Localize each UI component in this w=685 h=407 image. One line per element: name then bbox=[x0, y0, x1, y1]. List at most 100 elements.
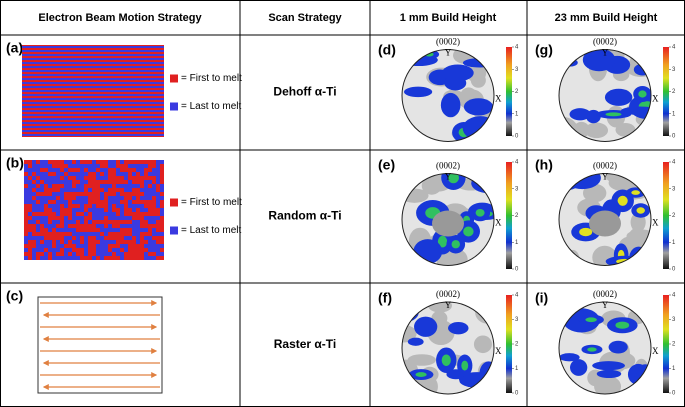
melt-cell bbox=[116, 196, 120, 200]
melt-cell bbox=[136, 244, 140, 248]
plane-label: (0002) bbox=[436, 289, 460, 299]
melt-cell bbox=[160, 252, 164, 256]
melt-cell bbox=[96, 216, 100, 220]
melt-cell bbox=[32, 232, 36, 236]
melt-cell bbox=[144, 180, 148, 184]
melt-cell bbox=[120, 164, 124, 168]
melt-cell bbox=[112, 184, 116, 188]
melt-cell bbox=[60, 228, 64, 232]
melt-cell bbox=[84, 256, 88, 260]
melt-cell bbox=[76, 236, 80, 240]
melt-cell bbox=[92, 168, 96, 172]
melt-cell bbox=[136, 172, 140, 176]
melt-cell bbox=[64, 240, 68, 244]
melt-cell bbox=[68, 244, 72, 248]
melt-cell bbox=[72, 164, 76, 168]
melt-cell bbox=[112, 196, 116, 200]
melt-cell bbox=[76, 220, 80, 224]
axis-y: Y bbox=[445, 172, 452, 182]
melt-cell bbox=[44, 160, 48, 164]
melt-cell bbox=[64, 208, 68, 212]
melt-cell bbox=[128, 180, 132, 184]
melt-cell bbox=[84, 204, 88, 208]
melt-cell bbox=[112, 212, 116, 216]
melt-cell bbox=[24, 244, 28, 248]
melt-cell bbox=[156, 204, 160, 208]
melt-cell bbox=[128, 196, 132, 200]
melt-cell bbox=[104, 184, 108, 188]
melt-cell bbox=[40, 200, 44, 204]
melt-cell bbox=[160, 172, 164, 176]
melt-cell bbox=[84, 240, 88, 244]
pole-contours bbox=[402, 173, 494, 266]
axis-x: X bbox=[495, 346, 502, 356]
melt-cell bbox=[100, 184, 104, 188]
melt-cell bbox=[24, 240, 28, 244]
contour-gray bbox=[589, 210, 621, 237]
melt-cell bbox=[40, 192, 44, 196]
melt-cell bbox=[124, 180, 128, 184]
melt-cell bbox=[36, 200, 40, 204]
contour-green bbox=[615, 321, 630, 329]
melt-cell bbox=[92, 176, 96, 180]
melt-cell bbox=[120, 224, 124, 228]
melt-cell bbox=[44, 220, 48, 224]
melt-cell bbox=[152, 176, 156, 180]
melt-cell bbox=[32, 196, 36, 200]
melt-cell bbox=[160, 232, 164, 236]
melt-cell bbox=[128, 192, 132, 196]
melt-cell bbox=[28, 204, 32, 208]
melt-cell bbox=[140, 184, 144, 188]
melt-cell bbox=[88, 248, 92, 252]
melt-cell bbox=[112, 244, 116, 248]
melt-cell bbox=[160, 204, 164, 208]
melt-cell bbox=[112, 216, 116, 220]
melt-cell bbox=[60, 200, 64, 204]
melt-cell bbox=[120, 196, 124, 200]
melt-cell bbox=[100, 196, 104, 200]
melt-cell bbox=[32, 172, 36, 176]
melt-cell bbox=[44, 248, 48, 252]
melt-cell bbox=[152, 172, 156, 176]
melt-cell bbox=[76, 180, 80, 184]
melt-cell bbox=[68, 208, 72, 212]
colorbar-label: 4 bbox=[515, 45, 519, 51]
melt-cell bbox=[32, 224, 36, 228]
melt-cell bbox=[56, 240, 60, 244]
contour-green bbox=[585, 317, 597, 323]
melt-cell bbox=[104, 180, 108, 184]
melt-cell bbox=[120, 176, 124, 180]
melt-cell bbox=[116, 160, 120, 164]
colorbar-label: 4 bbox=[672, 45, 676, 51]
melt-cell bbox=[24, 196, 28, 200]
melt-cell bbox=[84, 192, 88, 196]
melt-cell bbox=[132, 184, 136, 188]
melt-cell bbox=[48, 244, 52, 248]
melt-cell bbox=[140, 200, 144, 204]
melt-cell bbox=[76, 256, 80, 260]
pole-outline bbox=[558, 49, 652, 142]
melt-cell bbox=[96, 252, 100, 256]
melt-cell bbox=[140, 248, 144, 252]
melt-cell bbox=[60, 168, 64, 172]
plane-label: (0002) bbox=[436, 161, 460, 171]
plane-label: (0002) bbox=[593, 161, 617, 171]
contour-green bbox=[463, 226, 474, 237]
melt-cell bbox=[48, 224, 52, 228]
melt-cell bbox=[28, 160, 32, 164]
melt-cell bbox=[92, 212, 96, 216]
melt-cell bbox=[108, 180, 112, 184]
melt-cell bbox=[120, 180, 124, 184]
melt-cell bbox=[80, 212, 84, 216]
colorbar-label: 1 bbox=[672, 240, 676, 246]
melt-cell bbox=[112, 248, 116, 252]
melt-cell bbox=[72, 180, 76, 184]
colorbar-label: 1 bbox=[515, 240, 519, 246]
melt-cell bbox=[56, 220, 60, 224]
melt-cell bbox=[68, 220, 72, 224]
melt-cell bbox=[120, 200, 124, 204]
melt-cell bbox=[148, 208, 152, 212]
melt-cell bbox=[156, 216, 160, 220]
melt-cell bbox=[156, 252, 160, 256]
